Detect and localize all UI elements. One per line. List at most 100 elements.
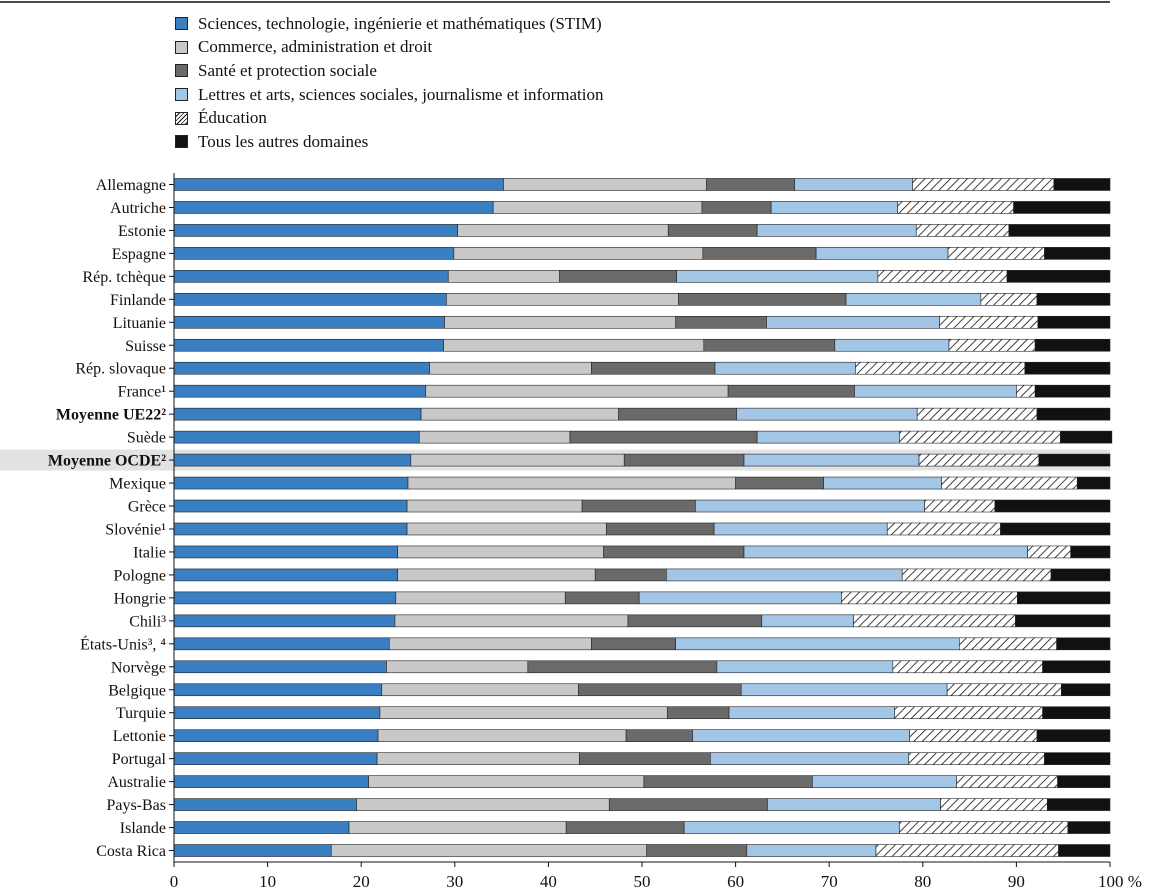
bar-segment [894,706,1043,720]
bar-segment [173,798,357,811]
bar-segment [368,775,645,788]
x-tick-label: 70 [821,872,838,891]
bar-segment [173,683,383,697]
bar-segment [1034,338,1111,352]
bar-segment [173,453,412,467]
bar-segment [376,752,580,765]
bar-segment [1037,315,1111,329]
bar-segment [946,683,1062,697]
bar-segment [1024,361,1111,375]
bar-segment [591,361,716,375]
bar-segment [941,476,1078,490]
bar-segment [740,683,948,697]
bar-segment [815,247,949,260]
legend-swatch [175,111,188,125]
bar-segment [447,270,560,283]
x-tick-label: 100 % [1098,872,1142,891]
bar-segment [916,407,1038,421]
legend-item: Commerce, administration et droit [175,36,604,60]
bar-segment [173,637,390,651]
bar-segment [410,453,625,467]
bar-segment [666,706,730,720]
bar-segment [173,729,379,742]
bar-segment [770,201,898,214]
bar-segment [1067,821,1111,834]
bar-segment [956,775,1058,788]
bar-segment [388,637,592,651]
bar-segment [714,361,856,375]
bar-segment [727,384,855,398]
bar-segment [918,453,1040,467]
bar-segment [703,338,836,352]
bar-segment [429,361,592,375]
bar-segment [1013,201,1111,214]
bar-segment [603,545,745,559]
bar-segment [841,591,1018,605]
category-label: Belgique [108,682,166,699]
bar-segment [606,522,715,536]
category-label: Suède [127,430,166,447]
category-label: Costa Rica [96,843,166,860]
x-tick-label: 40 [540,872,557,891]
bar-segment [675,315,767,329]
bar-segment [173,201,494,214]
legend-item: Sciences, technologie, ingénierie et mat… [175,12,604,36]
bar-segment [559,270,677,283]
bar-segment [443,338,705,352]
bar-segment [875,844,1059,857]
bar-segment [173,844,332,857]
bar-segment [173,430,420,444]
bar-segment [1016,384,1036,398]
bar-segment [379,706,668,720]
bar-segment [958,637,1057,651]
category-label: Estonie [118,223,166,240]
bar-segment [173,660,387,674]
x-tick-label: 60 [727,872,744,891]
category-label: Moyenne UE22² [56,407,166,424]
bar-segment [728,706,896,720]
x-tick-label: 10 [259,872,276,891]
bar-segment [743,453,920,467]
bar-segment [706,178,795,191]
bar-segment [453,247,704,260]
bar-segment [886,522,1001,536]
bar-segment [702,247,817,260]
bar-segment [1006,270,1111,283]
bar-segment [638,591,842,605]
category-label: Slovénie¹ [105,521,166,538]
bar-segment [947,247,1045,260]
bar-segment [173,568,398,582]
bar-segment [915,224,1010,237]
legend-swatch [175,64,188,78]
bar-segment [578,683,742,697]
bar-segment [940,798,1048,811]
bar-segment [1042,706,1111,720]
category-label: Islande [120,820,166,837]
bar-segment [766,315,940,329]
category-label: Pologne [114,567,166,584]
bar-segment [1008,224,1111,237]
bar-segment [394,614,629,628]
bar-segment [356,798,610,811]
bar-segment [667,224,758,237]
bar-segment [756,430,900,444]
legend-label: Commerce, administration et droit [198,37,433,57]
bar-segment [594,568,667,582]
bar-segment [173,293,447,306]
bar-segment [855,361,1026,375]
legend-label: Sciences, technologie, ingénierie et mat… [198,13,602,33]
bar-segment [569,430,758,444]
bar-segment [678,293,847,306]
category-label: Pays-Bas [106,797,166,814]
legend-item: Tous les autres domaines [175,130,604,154]
bar-segment [1056,637,1111,651]
bar-segment [627,614,763,628]
category-label: Rép. slovaque [75,361,166,378]
legend-swatch [175,40,188,54]
legend-label: Éducation [198,108,267,128]
bar-segment [1036,729,1111,742]
bar-segment [386,660,529,674]
bar-segment [1046,798,1111,811]
bar-segment [173,407,422,421]
category-label: Moyenne OCDE² [48,453,166,470]
